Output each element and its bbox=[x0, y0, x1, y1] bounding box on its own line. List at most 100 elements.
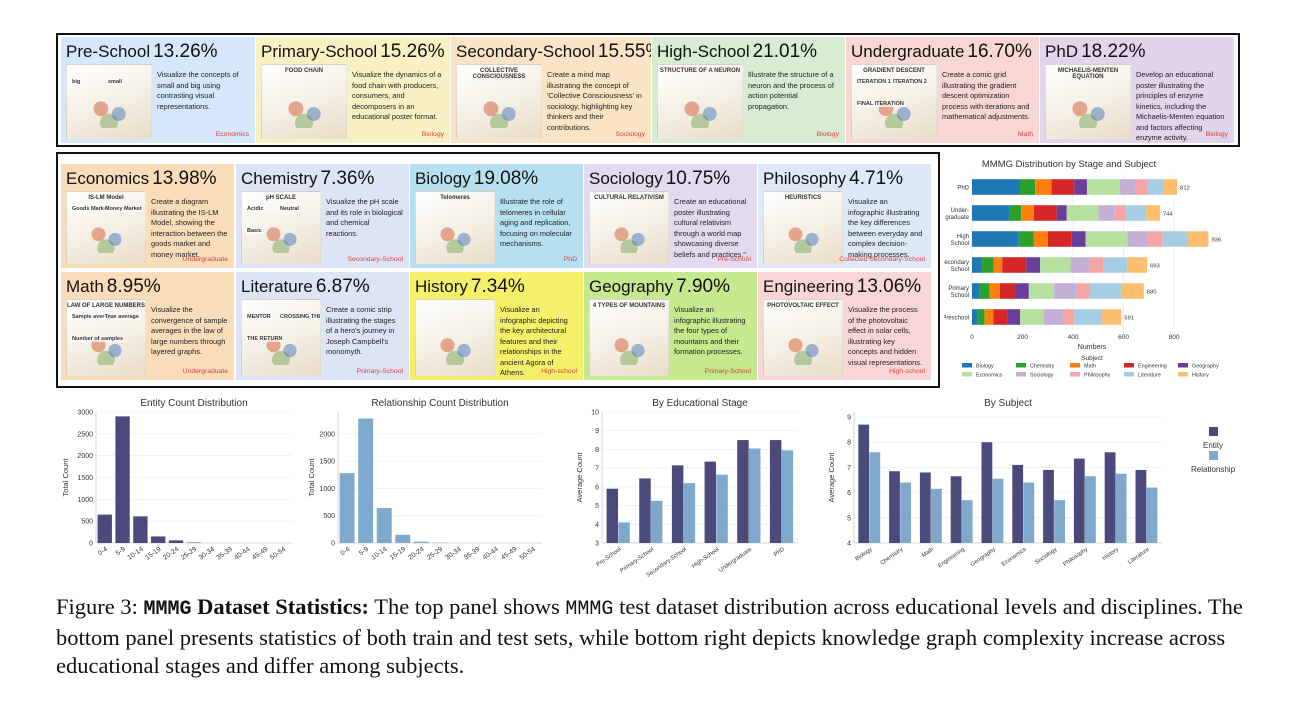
thumbnail-label: THE RETURN bbox=[246, 336, 284, 342]
bar bbox=[1023, 482, 1035, 543]
x-tick-label: Geography bbox=[970, 547, 997, 568]
card-description: Visualize the convergence of sample aver… bbox=[151, 305, 228, 356]
y-tick-label: 1500 bbox=[319, 459, 335, 466]
bar bbox=[737, 440, 749, 543]
x-axis-label: Numbers bbox=[1078, 344, 1107, 351]
thumbnail-label: big bbox=[71, 79, 82, 85]
card-percentage: 6.87% bbox=[315, 276, 370, 297]
bar-segment bbox=[1056, 205, 1067, 221]
card-description: Create an educational poster illustratin… bbox=[674, 197, 749, 259]
legend-label: History bbox=[1192, 373, 1209, 379]
bar-segment bbox=[1074, 309, 1103, 325]
y-tick-label: 1500 bbox=[77, 475, 93, 482]
card-percentage: 15.26% bbox=[380, 41, 445, 62]
bar bbox=[1043, 469, 1054, 543]
bar bbox=[376, 508, 392, 543]
bar-segment bbox=[1121, 283, 1144, 299]
bar bbox=[869, 452, 881, 543]
legend-label: Relationship bbox=[1191, 465, 1236, 474]
total-label: 591 bbox=[1124, 316, 1134, 322]
bar-segment bbox=[1119, 179, 1135, 195]
thumbnail-illustration bbox=[81, 218, 131, 254]
bar-segment bbox=[999, 283, 1015, 299]
card-percentage: 8.95% bbox=[106, 276, 161, 297]
card-title-text: Literature bbox=[241, 277, 313, 296]
y-tick-label: Preschool bbox=[944, 316, 969, 322]
bar-segment bbox=[1102, 309, 1122, 325]
caption-mono-2: MMMG bbox=[565, 598, 614, 621]
y-tick-label: Primary bbox=[948, 286, 969, 292]
x-tick-label: PhD bbox=[773, 547, 786, 558]
bar bbox=[1135, 469, 1147, 543]
thumbnail-illustration bbox=[472, 92, 526, 128]
bar-segment bbox=[1134, 179, 1148, 195]
card-tag: Biology bbox=[1205, 131, 1228, 138]
bar-segment bbox=[972, 179, 1020, 195]
bar bbox=[931, 488, 942, 543]
y-axis-label: Total Count bbox=[61, 458, 70, 497]
card-thumbnail: CULTURAL RELATIVISM bbox=[589, 191, 669, 264]
bar-segment bbox=[1162, 231, 1188, 247]
bar-segment bbox=[982, 257, 994, 273]
card-description: Visualize the process of the photovoltai… bbox=[848, 305, 922, 367]
thumbnail-label: Money Market bbox=[104, 206, 143, 212]
bar bbox=[683, 483, 696, 543]
bar bbox=[716, 474, 728, 543]
card-title: Chemistry 7.36% bbox=[241, 168, 374, 190]
x-tick-label: Philosophy bbox=[1062, 547, 1089, 568]
legend-swatch bbox=[1016, 363, 1026, 368]
bar-segment bbox=[977, 309, 985, 325]
card-thumbnail: HEURISTICS bbox=[763, 191, 843, 264]
bar bbox=[151, 536, 166, 543]
bar bbox=[1085, 476, 1096, 543]
card-tag: Primary-School bbox=[356, 368, 403, 375]
y-tick-label: 500 bbox=[81, 519, 93, 526]
y-tick-label: 7 bbox=[595, 466, 599, 473]
bar bbox=[781, 450, 794, 543]
thumbnail-illustration bbox=[778, 328, 828, 365]
card-chemistry: Chemistry 7.36% pH SCALE Acidic Neutral Basic… bbox=[236, 164, 409, 268]
x-tick-label: Literature bbox=[1127, 547, 1151, 566]
card-title: Undergraduate 16.70% bbox=[851, 41, 1032, 63]
card-title-text: High-School bbox=[657, 42, 750, 61]
bar-segment bbox=[1074, 179, 1087, 195]
legend-swatch bbox=[1209, 427, 1218, 436]
bar bbox=[961, 500, 973, 543]
card-title: Engineering 13.06% bbox=[763, 276, 921, 298]
y-tick-label: 10 bbox=[591, 410, 599, 417]
card-tag: Sociology bbox=[615, 131, 645, 138]
y-tick-label: School bbox=[951, 267, 969, 273]
y-tick-label: 7 bbox=[847, 465, 851, 472]
bar bbox=[97, 514, 112, 543]
thumbnail-label: FINAL ITERATION bbox=[856, 101, 905, 107]
legend-label: Geography bbox=[1192, 364, 1219, 370]
y-tick-label: 3000 bbox=[77, 410, 93, 417]
x-tick-label: 30-34 bbox=[444, 546, 462, 562]
total-label: 693 bbox=[1150, 264, 1160, 270]
card-title-text: Pre-School bbox=[66, 42, 151, 61]
x-tick-label: Undergraduate bbox=[718, 547, 753, 574]
bar-segment bbox=[972, 257, 983, 273]
x-tick-label: 0-4 bbox=[339, 546, 351, 557]
y-tick-label: School bbox=[951, 241, 969, 247]
bar-segment bbox=[1127, 231, 1148, 247]
bar bbox=[1054, 500, 1065, 543]
card-thumbnail: PHOTOVOLTAIC EFFECT bbox=[763, 299, 843, 376]
card-description: Visualize the dynamics of a food chain w… bbox=[352, 70, 442, 121]
card-tag: Math bbox=[1017, 131, 1033, 138]
y-tick-label: 0 bbox=[89, 541, 93, 548]
y-tick-label: 9 bbox=[595, 428, 599, 435]
card-title: Economics 13.98% bbox=[66, 168, 217, 190]
thumbnail-title: FOOD CHAIN bbox=[285, 68, 323, 74]
y-tick-label: 6 bbox=[595, 484, 599, 491]
x-tick-label: 5-9 bbox=[115, 546, 127, 557]
x-tick-label: 200 bbox=[1017, 334, 1028, 341]
card-tag: High-school bbox=[541, 368, 577, 375]
x-tick-label: 40-44 bbox=[233, 546, 251, 562]
card-description: Create a comic grid illustrating the gra… bbox=[942, 70, 1030, 121]
chart-title: Entity Count Distribution bbox=[140, 398, 247, 409]
x-tick-label: 600 bbox=[1118, 334, 1129, 341]
card-tag: Secondary-School bbox=[347, 256, 403, 263]
thumbnail-label: True average bbox=[104, 314, 140, 320]
